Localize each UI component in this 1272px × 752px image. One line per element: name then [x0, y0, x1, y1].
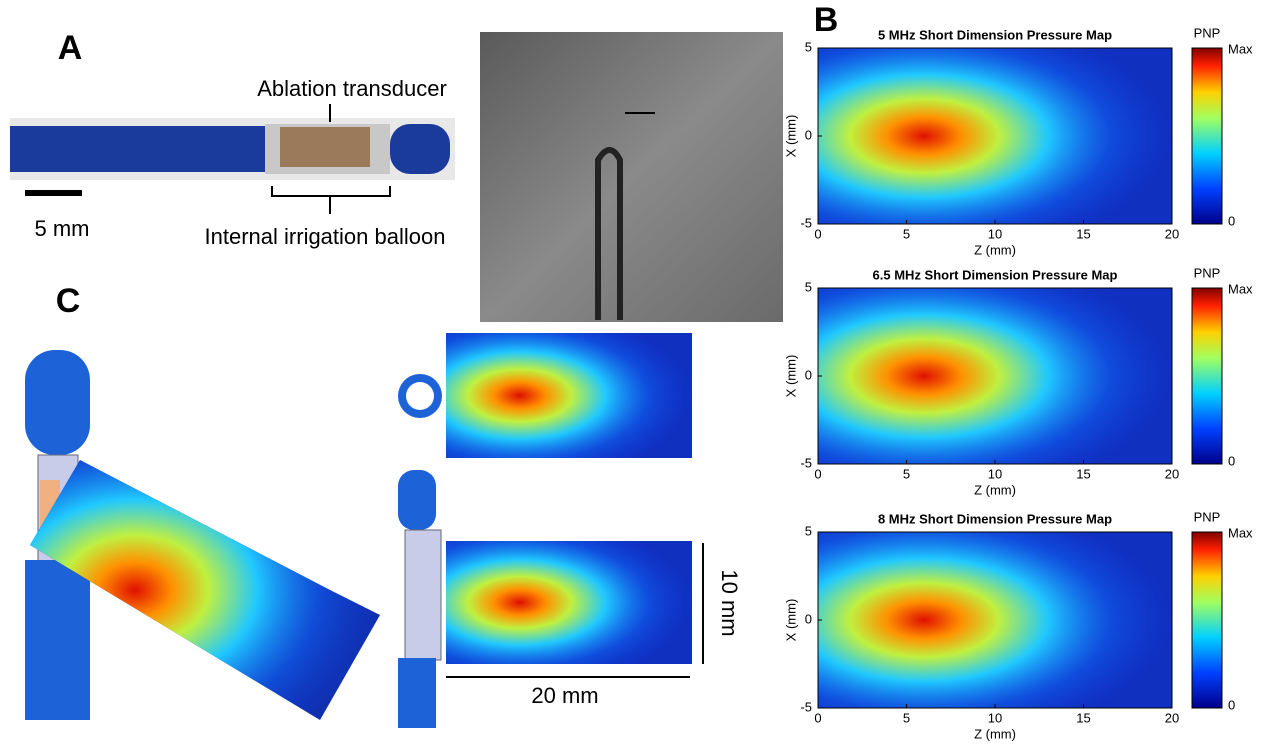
catheter-tip	[390, 124, 450, 174]
colorbar	[1192, 48, 1222, 224]
figure: A Ablation transducer Internal irrigatio…	[0, 0, 1272, 752]
colorbar-min: 0	[1228, 213, 1235, 228]
side-view	[398, 658, 436, 728]
colorbar	[1192, 288, 1222, 464]
dimension-label: 20 mm	[531, 683, 598, 708]
cylinder	[25, 560, 90, 720]
scale-bar	[25, 190, 82, 196]
panel-label: A	[58, 29, 83, 67]
cylinder	[25, 350, 90, 455]
colorbar-max: Max	[1228, 525, 1253, 540]
map-title: 8 MHz Short Dimension Pressure Map	[878, 511, 1112, 526]
heatmap	[446, 541, 692, 664]
y-tick-label: 0	[805, 611, 812, 626]
y-tick-label: -5	[800, 215, 812, 230]
heatmap	[818, 48, 1172, 224]
x-tick-label: 20	[1165, 710, 1179, 725]
x-tick-label: 15	[1076, 710, 1090, 725]
heatmap	[818, 532, 1172, 708]
colorbar-max: Max	[1228, 41, 1253, 56]
colorbar-title: PNP	[1194, 509, 1221, 524]
scale-label: 5 mm	[35, 216, 90, 241]
colorbar	[1192, 532, 1222, 708]
x-tick-label: 10	[988, 710, 1002, 725]
x-tick-label: 0	[814, 466, 821, 481]
annotation: Ablation transducer	[257, 76, 447, 101]
x-tick-label: 10	[988, 466, 1002, 481]
colorbar-min: 0	[1228, 697, 1235, 712]
bracket	[272, 186, 390, 214]
x-tick-label: 5	[903, 710, 910, 725]
map-title: 6.5 MHz Short Dimension Pressure Map	[873, 267, 1118, 282]
dimension-label: 10 mm	[717, 569, 742, 636]
catheter	[10, 126, 265, 172]
annotation: Internal irrigation balloon	[205, 224, 446, 249]
colorbar-min: 0	[1228, 453, 1235, 468]
heatmap	[446, 333, 692, 458]
map-title: 5 MHz Short Dimension Pressure Map	[878, 27, 1112, 42]
y-tick-label: 5	[805, 279, 812, 294]
y-axis-label: X (mm)	[783, 115, 798, 158]
panel-label: B	[814, 1, 839, 39]
colorbar-title: PNP	[1194, 25, 1221, 40]
x-tick-label: 10	[988, 226, 1002, 241]
x-tick-label: 0	[814, 710, 821, 725]
y-axis-label: X (mm)	[783, 355, 798, 398]
x-tick-label: 5	[903, 226, 910, 241]
y-axis-label: X (mm)	[783, 599, 798, 642]
y-tick-label: 5	[805, 39, 812, 54]
x-axis-label: Z (mm)	[974, 242, 1016, 257]
colorbar-title: PNP	[1194, 265, 1221, 280]
x-tick-label: 20	[1165, 226, 1179, 241]
y-tick-label: 5	[805, 523, 812, 538]
x-tick-label: 15	[1076, 226, 1090, 241]
y-tick-label: 0	[805, 367, 812, 382]
y-tick-label: -5	[800, 699, 812, 714]
x-tick-label: 0	[814, 226, 821, 241]
x-tick-label: 5	[903, 466, 910, 481]
colorbar-max: Max	[1228, 281, 1253, 296]
end-view	[406, 382, 434, 410]
side-view	[398, 470, 436, 530]
transducer	[280, 127, 370, 167]
panel-label: C	[56, 282, 81, 320]
x-tick-label: 15	[1076, 466, 1090, 481]
x-axis-label: Z (mm)	[974, 482, 1016, 497]
x-tick-label: 20	[1165, 466, 1179, 481]
side-view	[405, 530, 441, 660]
heatmap	[818, 288, 1172, 464]
y-tick-label: 0	[805, 127, 812, 142]
x-axis-label: Z (mm)	[974, 726, 1016, 741]
y-tick-label: -5	[800, 455, 812, 470]
fluoroscopy-image	[480, 32, 783, 322]
